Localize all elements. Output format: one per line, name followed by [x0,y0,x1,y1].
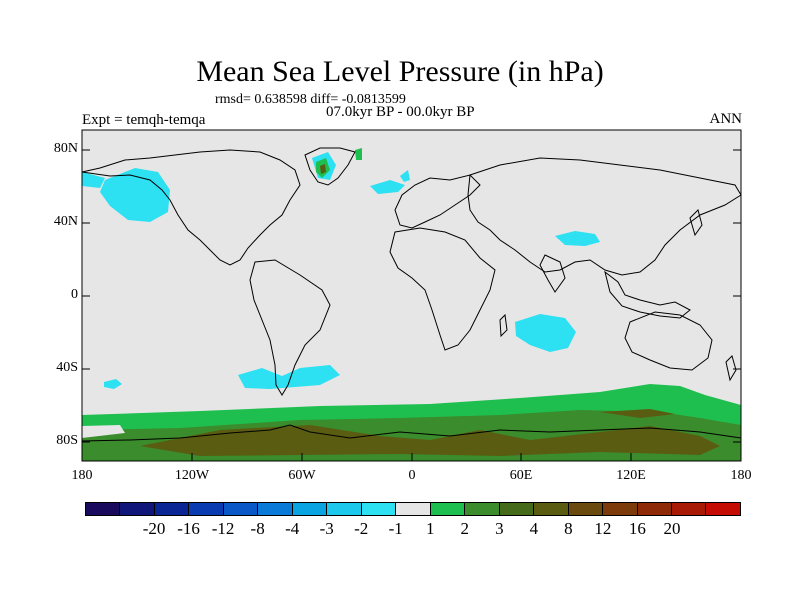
north-atlantic-cyan [370,180,405,194]
colorbar-swatch [120,503,155,515]
x-tick-180w: 180 [71,468,93,483]
australia-coast [624,311,713,371]
antarctic-small-light [82,425,125,438]
colorbar-swatch [258,503,293,515]
colorbar-label: -4 [285,519,300,538]
x-tick-180e: 180 [730,468,752,483]
y-tick-80n: 80N [53,141,78,156]
season-label: ANN [709,111,743,127]
colorbar-label: -3 [319,519,334,538]
colorbar-label: 2 [460,519,470,538]
greenland-olive [320,164,326,174]
colorbar-swatch [499,503,535,515]
period-text: 07.0kyr BP - 00.0kyr BP [326,104,475,120]
colorbar-swatch [361,503,397,515]
colorbar-label: 3 [495,519,504,538]
colorbar-swatch [671,503,707,515]
x-tick-60w: 60W [288,468,316,483]
antarctic-olive-core [140,425,720,456]
colorbar-swatch [603,503,638,515]
colorbar-swatch [223,503,259,515]
y-tick-40s: 40S [56,360,78,375]
colorbar-label: 12 [594,519,612,538]
x-tick-120w: 120W [174,468,210,483]
colorbar-swatch [154,503,190,515]
axis-ticks [82,149,741,461]
colorbar-label: 1 [426,519,435,538]
tibet-cyan [555,231,600,246]
north-pacific-cyan-2 [82,172,105,188]
asia-coast [467,157,742,276]
south-america-coast [249,259,331,396]
india-coast [539,254,566,293]
colorbar-swatch [706,503,740,515]
x-tick-0: 0 [408,468,416,483]
x-tick-120e: 120E [616,468,646,483]
antarctica-coast [81,424,742,442]
map-title: Mean Sea Level Pressure (in hPa) [196,55,604,88]
colorbar-swatch [396,503,431,515]
colorbar-swatch [465,503,500,515]
japan-coast [689,209,703,237]
colorbar-swatch [292,503,328,515]
colorbar-swatch [637,503,672,515]
arctic-cyan-spot [400,170,410,182]
colorbar-label: -8 [250,519,265,538]
south-atlantic-cyan [238,365,340,389]
colorbar-swatch [189,503,224,515]
indian-ocean-cyan [515,314,576,352]
colorbar-label: -16 [177,519,200,538]
anomaly-fills [82,148,741,461]
new-zealand-coast [725,355,737,382]
colorbar-label: -2 [354,519,369,538]
colorbar-swatch [327,503,362,515]
colorbar-label: 16 [628,519,646,538]
africa-coast [389,227,496,351]
colorbar-label: 20 [663,519,681,538]
colorbar [85,502,741,516]
colorbar-swatch [86,503,121,515]
colorbar-swatch [568,503,604,515]
experiment-label: Expt = temqh-temqa [82,112,206,128]
colorbar-label: -1 [388,519,403,538]
colorbar-label: 4 [529,519,539,538]
coastlines [81,147,742,442]
colorbar-label: -20 [142,519,166,538]
colorbar-label: 8 [564,519,573,538]
colorbar-swatch [534,503,569,515]
madagascar-coast [499,313,508,338]
north-america-coast [81,149,301,266]
colorbar-label: -12 [211,519,235,538]
europe-coast [394,174,481,229]
x-tick-60e: 60E [509,468,533,483]
svalbard-green [355,148,362,160]
colorbar-swatch [430,503,466,515]
greenland-coast [304,147,356,186]
y-tick-40n: 40N [53,214,78,229]
south-pacific-cyan [104,379,122,389]
y-tick-80s: 80S [56,433,78,448]
stats-text: rmsd= 0.638598 diff= -0.0813599 [215,92,406,107]
southeast-asia-coast [604,270,691,319]
y-tick-0: 0 [71,287,78,302]
antarctic-olive-spot [600,409,675,418]
